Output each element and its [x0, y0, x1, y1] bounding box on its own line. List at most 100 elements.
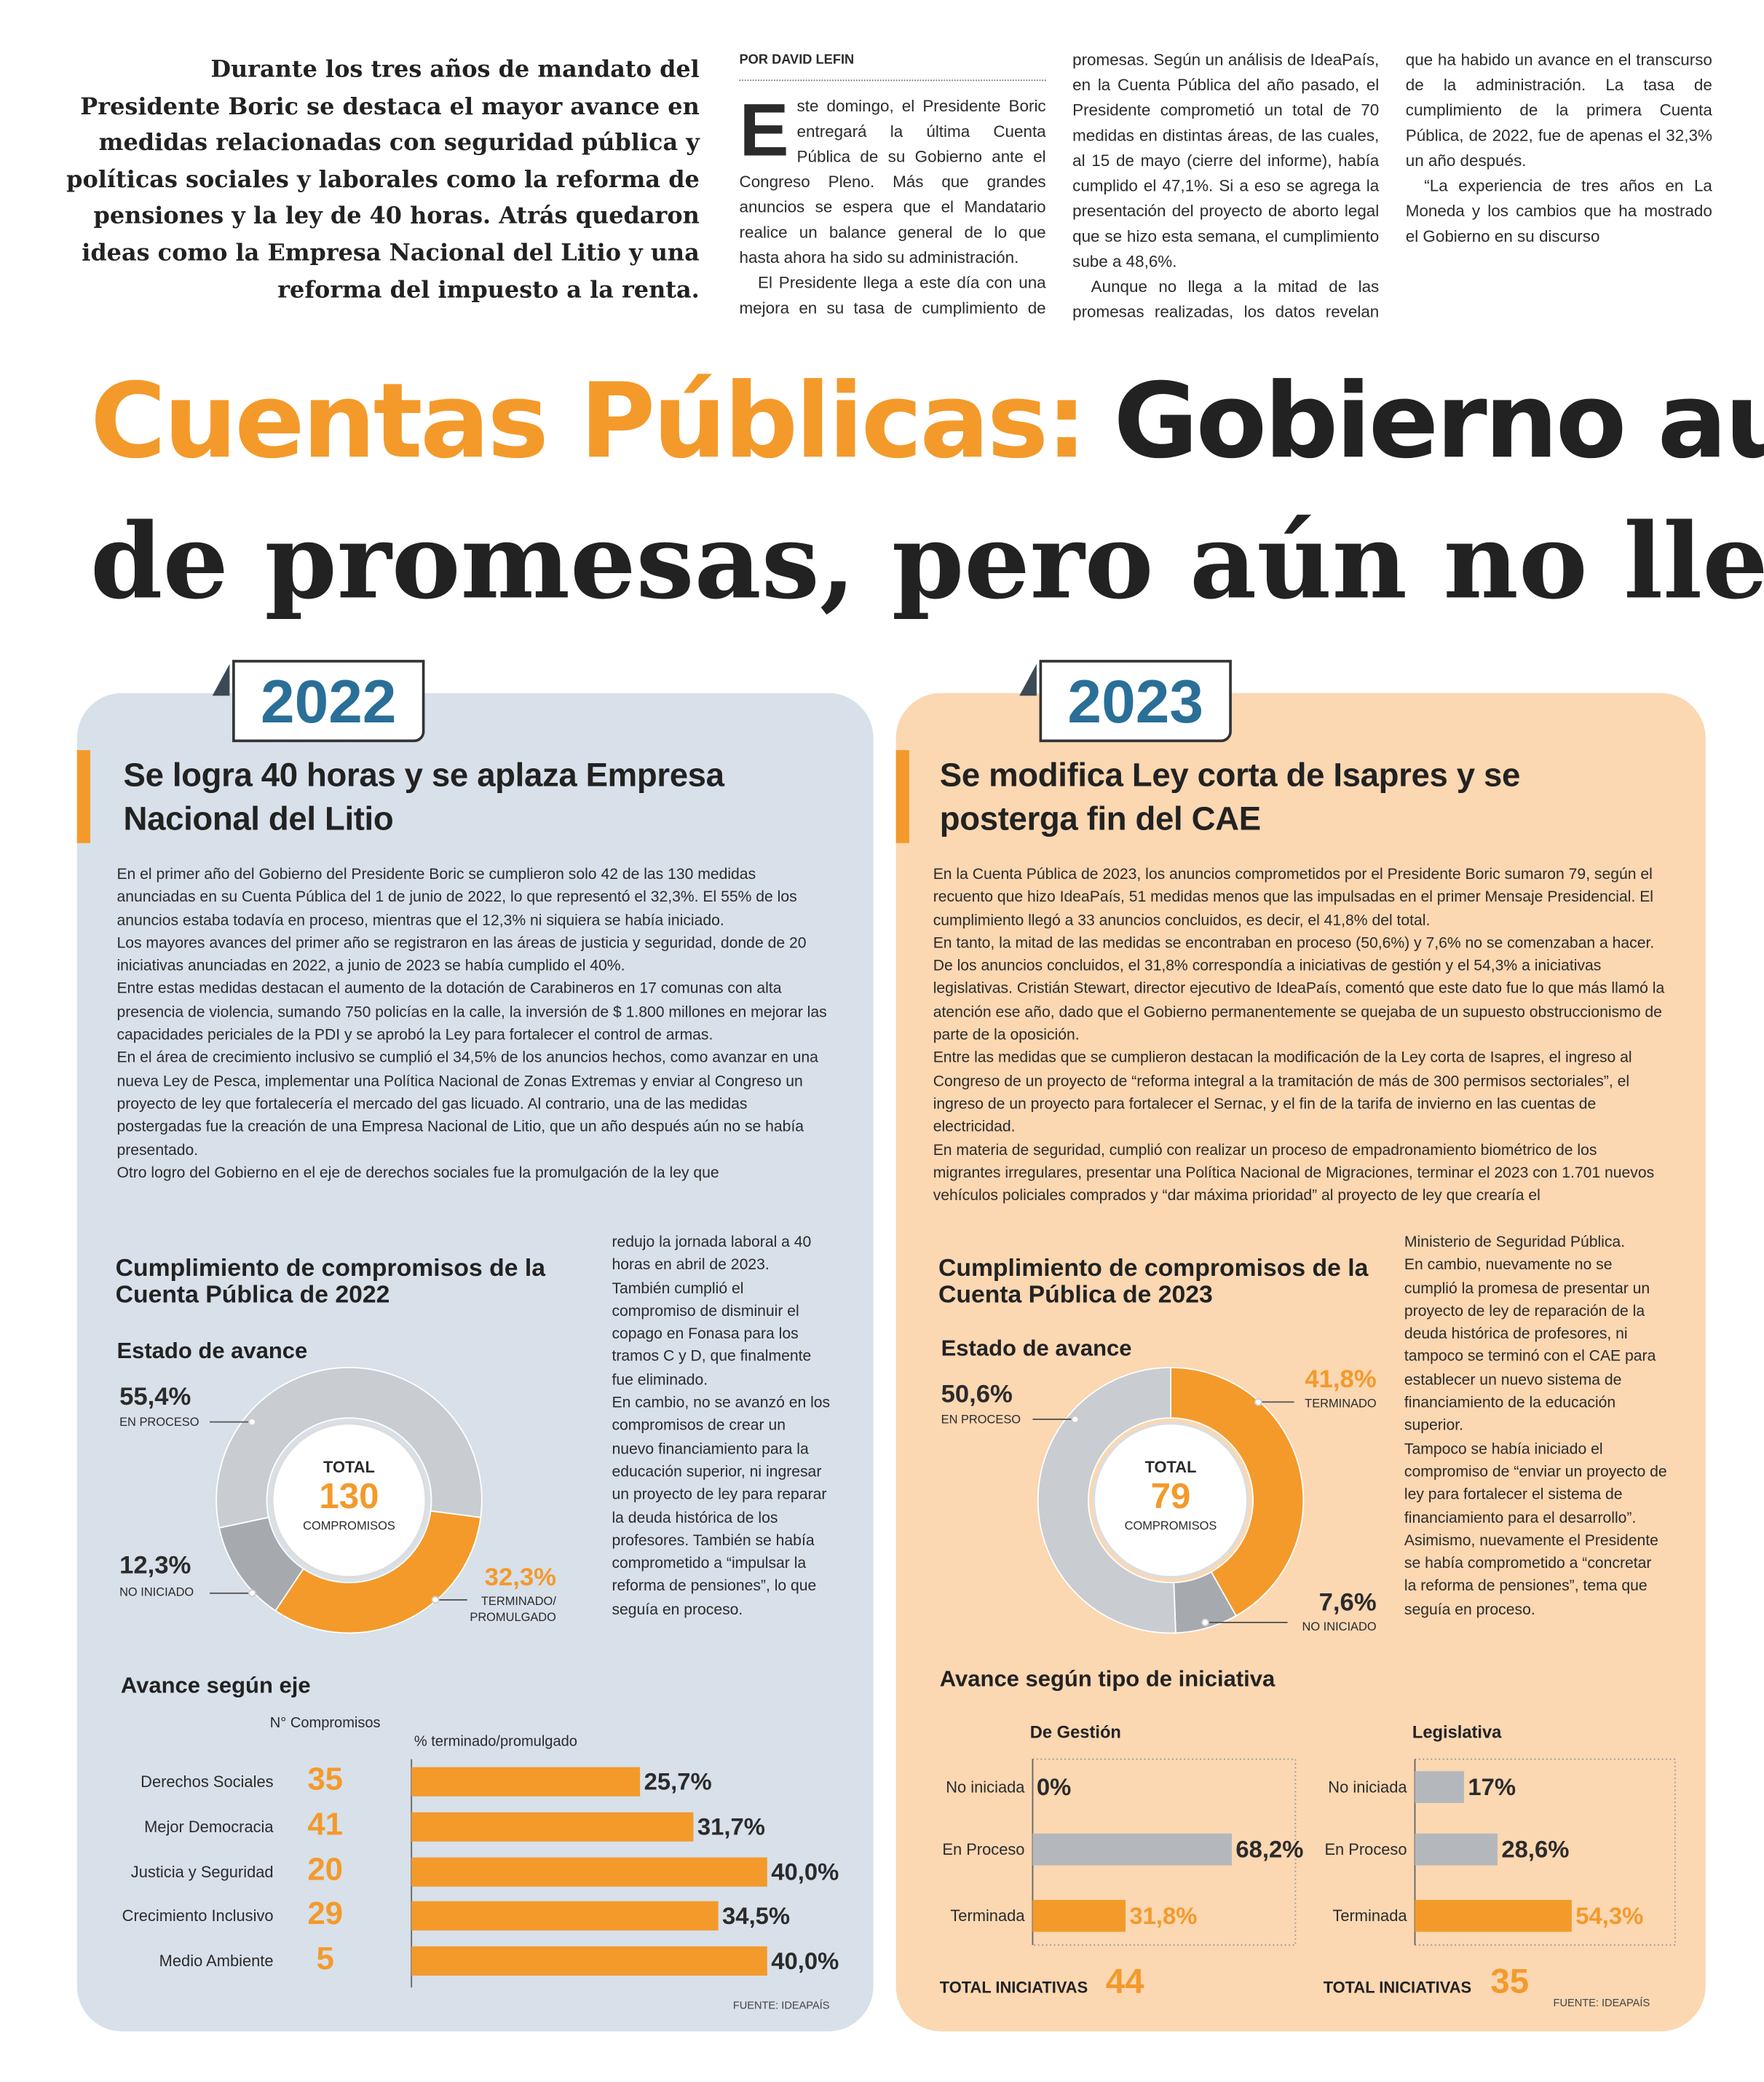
bars-title: Avance según tipo de iniciativa — [939, 1666, 1275, 1692]
donut-hole — [270, 1421, 428, 1579]
category-label: EN PROCESO — [119, 1415, 199, 1429]
body-paragraph: En tanto, la mitad de las medidas se enc… — [933, 934, 1655, 953]
donut-slice — [215, 1366, 483, 1529]
panel-background — [76, 693, 874, 2032]
side-paragraph: Ministerio de Seguridad Pública. — [1404, 1233, 1626, 1251]
article-paragraph: “La experiencia de tres años en La Moned… — [1405, 176, 1712, 246]
center-value: 79 — [1150, 1476, 1191, 1517]
value-label: 41,8% — [1305, 1366, 1377, 1395]
total-value: 44 — [1105, 1960, 1144, 2001]
panel-background — [895, 693, 1706, 2032]
category-label: NO INICIADO — [1302, 1620, 1377, 1633]
bar — [1032, 1899, 1126, 1932]
body-paragraph: En el área de crecimiento inclusivo se c… — [116, 1049, 818, 1159]
donut-slice — [1170, 1366, 1305, 1617]
center-unit: COMPROMISOS — [1124, 1518, 1217, 1532]
body-paragraph: En el primer año del Gobierno del Presid… — [116, 865, 797, 929]
total-label: TOTAL INICIATIVAS — [939, 1978, 1088, 1998]
leader-dot — [1254, 1397, 1262, 1406]
side-paragraph: redujo la jornada laboral a 40 horas en … — [612, 1233, 812, 1389]
leader-dot — [248, 1418, 256, 1427]
article-paragraph: El Presidente llega a este día con una m… — [739, 50, 1380, 318]
bar — [1032, 1833, 1232, 1866]
category-label: Terminada — [1332, 1906, 1407, 1925]
donut-hole — [1092, 1421, 1249, 1579]
headline-text: Gobierno aum — [1113, 362, 1764, 482]
category-label: Mejor Democracia — [144, 1817, 274, 1837]
bar — [411, 1901, 719, 1931]
value-label: 0% — [1036, 1773, 1072, 1801]
body-paragraph: En la Cuenta Pública de 2023, los anunci… — [933, 865, 1654, 929]
category-label: TERMINADO — [1305, 1396, 1377, 1411]
donut-slice — [1037, 1366, 1176, 1634]
year-tab: 2022 — [232, 660, 425, 743]
accent-bar — [895, 750, 909, 843]
body-paragraph: Otro logro del Gobierno en el eje de der… — [116, 1164, 719, 1182]
value-label: 28,6% — [1501, 1836, 1570, 1863]
value-label: 32,3% — [484, 1564, 556, 1592]
accent-bar — [76, 750, 90, 843]
panel-title: Se logra 40 horas y se aplaza Empresa Na… — [123, 757, 724, 838]
panel-side-text: redujo la jornada laboral a 40 horas en … — [612, 1231, 831, 1621]
value-label: 31,8% — [1129, 1902, 1198, 1930]
column-header: % terminado/promulgado — [414, 1734, 577, 1750]
leader-dot — [1201, 1618, 1209, 1627]
source: FUENTE: IDEAPAÍS — [1553, 1997, 1650, 2009]
chart-heading: Cumplimiento de compromisos de la Cuenta… — [115, 1253, 545, 1308]
count-label: 20 — [307, 1852, 344, 1888]
side-paragraph: En cambio, nuevamente no se cumplió la p… — [1404, 1256, 1656, 1435]
side-paragraph: Tampoco se había iniciado el compromiso … — [1404, 1440, 1667, 1618]
bar — [1415, 1771, 1464, 1803]
value-label: 12,3% — [119, 1552, 191, 1580]
bar — [411, 1767, 641, 1797]
count-label: 29 — [307, 1896, 344, 1932]
value-label: 7,6% — [1318, 1589, 1377, 1617]
headline-highlight: Cuentas Públicas: — [90, 362, 1088, 482]
donut-title: Estado de avance — [116, 1338, 308, 1364]
donut-slice — [274, 1510, 482, 1634]
side-paragraph: En cambio, no se avanzó en los compromis… — [612, 1394, 831, 1618]
bar — [411, 1946, 767, 1976]
center-label: TOTAL — [323, 1457, 375, 1477]
value-label: 55,4% — [119, 1383, 191, 1412]
center-unit: COMPROMISOS — [303, 1518, 395, 1532]
value-label: 40,0% — [771, 1858, 839, 1885]
category-label: TERMINADO/ PROMULGADO — [470, 1594, 556, 1624]
body-paragraph: Entre las medidas que se cumplieron dest… — [933, 1049, 1632, 1136]
category-label: Terminada — [950, 1906, 1025, 1925]
bar-chart-title: De Gestión — [1029, 1722, 1121, 1742]
count-label: 5 — [316, 1941, 334, 1977]
body-paragraph: Los mayores avances del primer año se re… — [116, 934, 807, 975]
bar — [1415, 1833, 1498, 1866]
category-label: Medio Ambiente — [159, 1952, 274, 1971]
intro: Durante los tres años de mandato del Pre… — [66, 57, 700, 304]
category-label: No iniciada — [946, 1778, 1025, 1797]
category-label: Crecimiento Inclusivo — [122, 1906, 274, 1925]
value-label: 17% — [1468, 1773, 1516, 1801]
body-paragraph: De los anuncios concluidos, el 31,8% cor… — [933, 957, 1665, 1044]
value-label: 68,2% — [1235, 1836, 1304, 1863]
panel-side-text: Ministerio de Seguridad Pública. En cambi… — [1404, 1231, 1667, 1621]
bar — [1415, 1899, 1572, 1932]
category-label: EN PROCESO — [941, 1412, 1021, 1427]
bar — [411, 1812, 694, 1842]
total-label: TOTAL INICIATIVAS — [1323, 1978, 1472, 1998]
category-label: No iniciada — [1328, 1778, 1407, 1797]
chart-heading: Cumplimiento de compromisos de la Cuenta… — [938, 1253, 1369, 1308]
center-label: TOTAL — [1144, 1457, 1197, 1477]
leader-dot — [248, 1589, 256, 1598]
article-paragraph: Este domingo, el Presidente Boric entreg… — [739, 87, 1046, 267]
leader-dot — [1071, 1415, 1080, 1424]
value-label: 40,0% — [771, 1947, 839, 1975]
category-label: En Proceso — [1324, 1840, 1407, 1859]
body-paragraph: En materia de seguridad, cumplió con rea… — [933, 1141, 1655, 1204]
tab-corner — [1019, 663, 1037, 696]
panel-title: Se modifica Ley corta de Isapres y se po… — [939, 757, 1521, 838]
bar — [411, 1857, 767, 1887]
value-label: 25,7% — [644, 1768, 712, 1795]
headline-line: de promesas, pero aún no llega — [90, 502, 1764, 623]
category-label: En Proceso — [942, 1840, 1025, 1859]
article-paragraph: Aunque no llega a la mitad de las promes… — [1072, 50, 1712, 322]
